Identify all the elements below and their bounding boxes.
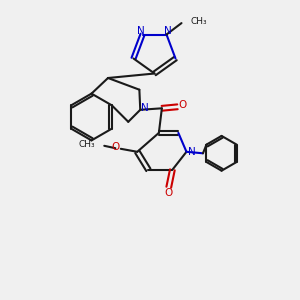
Text: N: N (188, 147, 196, 157)
Text: O: O (165, 188, 173, 198)
Text: CH₃: CH₃ (190, 17, 207, 26)
Text: N: N (141, 103, 148, 113)
Text: CH₃: CH₃ (78, 140, 95, 149)
Text: O: O (111, 142, 119, 152)
Text: N: N (137, 26, 145, 36)
Text: O: O (179, 100, 187, 110)
Text: N: N (164, 26, 172, 36)
